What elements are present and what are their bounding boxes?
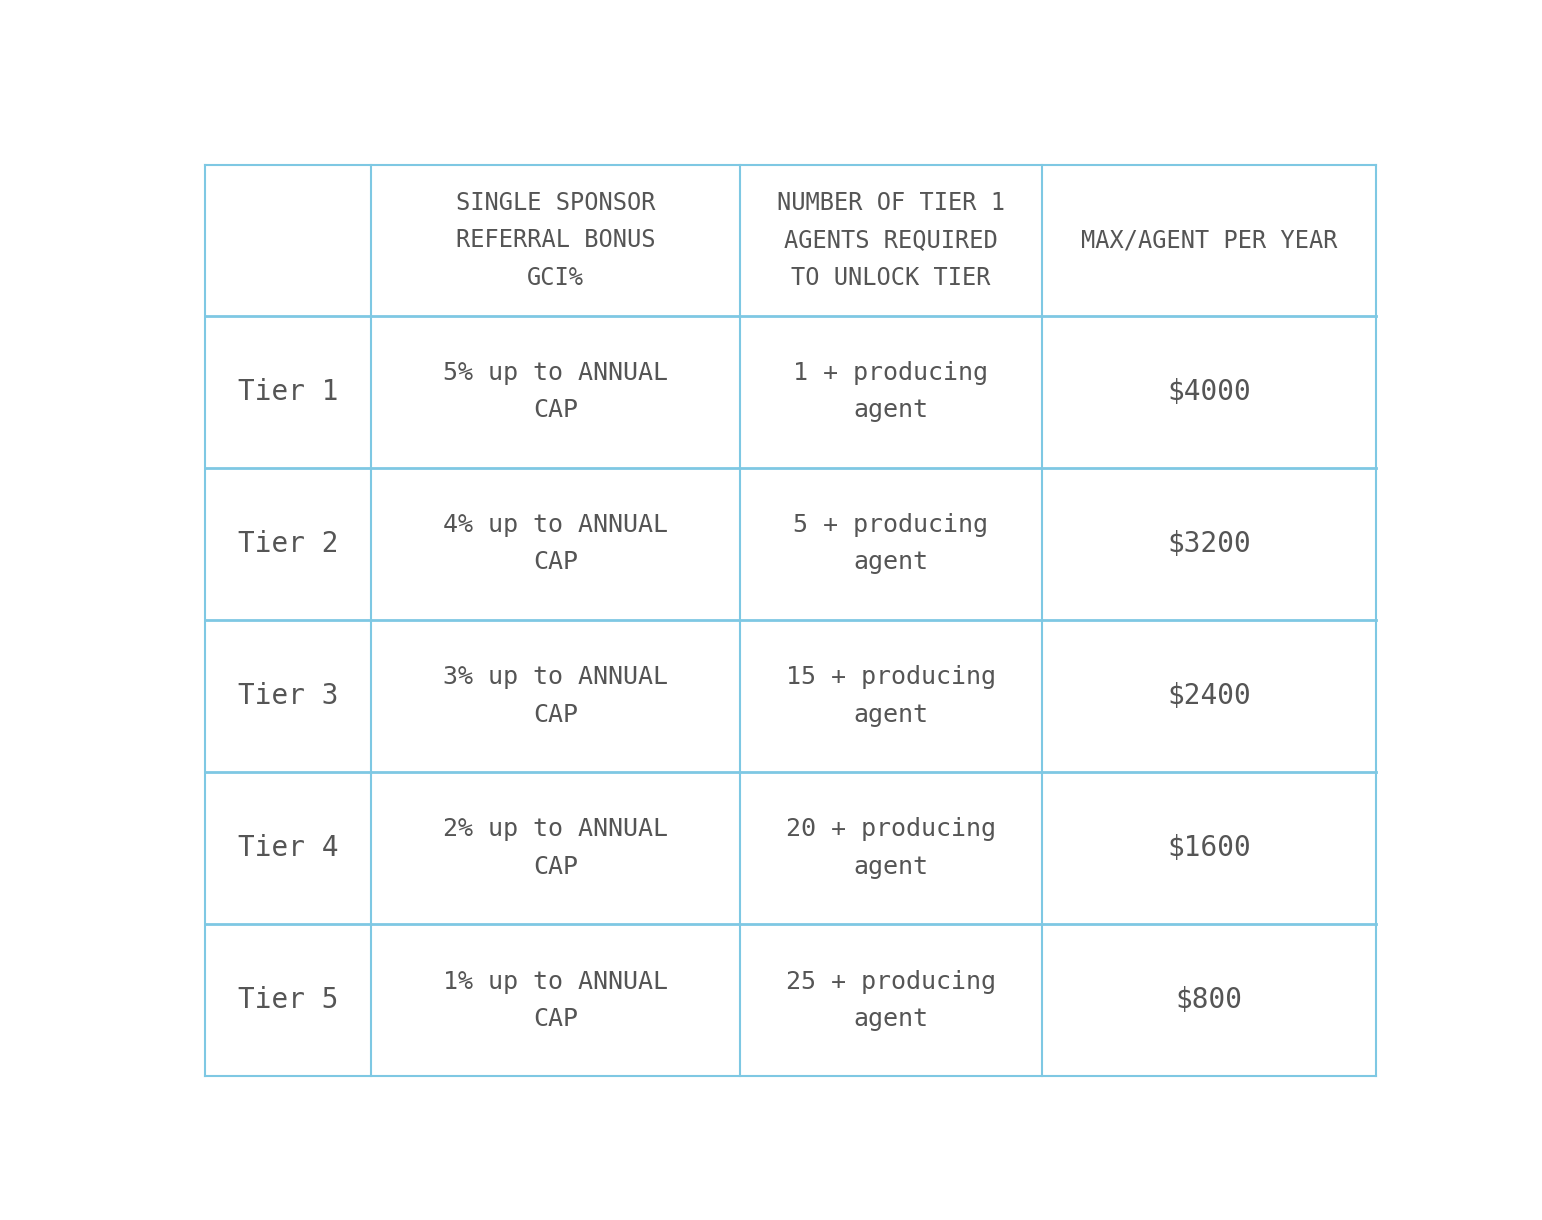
Text: Tier 2: Tier 2 bbox=[237, 529, 338, 558]
Text: 3% up to ANNUAL
CAP: 3% up to ANNUAL CAP bbox=[443, 665, 668, 727]
Text: 1 + producing
agent: 1 + producing agent bbox=[794, 361, 988, 422]
Text: 5% up to ANNUAL
CAP: 5% up to ANNUAL CAP bbox=[443, 361, 668, 422]
Text: $800: $800 bbox=[1175, 986, 1243, 1014]
Text: Tier 4: Tier 4 bbox=[237, 834, 338, 863]
Text: MAX/AGENT PER YEAR: MAX/AGENT PER YEAR bbox=[1081, 228, 1337, 253]
Text: $1600: $1600 bbox=[1167, 834, 1251, 863]
Text: $3200: $3200 bbox=[1167, 529, 1251, 558]
Text: 15 + producing
agent: 15 + producing agent bbox=[786, 665, 996, 727]
Text: 1% up to ANNUAL
CAP: 1% up to ANNUAL CAP bbox=[443, 970, 668, 1031]
Text: 20 + producing
agent: 20 + producing agent bbox=[786, 817, 996, 878]
Text: 2% up to ANNUAL
CAP: 2% up to ANNUAL CAP bbox=[443, 817, 668, 878]
Text: $4000: $4000 bbox=[1167, 378, 1251, 405]
Text: Tier 1: Tier 1 bbox=[237, 378, 338, 405]
Text: SINGLE SPONSOR
REFERRAL BONUS
GCI%: SINGLE SPONSOR REFERRAL BONUS GCI% bbox=[456, 192, 655, 289]
Text: 25 + producing
agent: 25 + producing agent bbox=[786, 970, 996, 1031]
Text: Tier 3: Tier 3 bbox=[237, 682, 338, 710]
Text: $2400: $2400 bbox=[1167, 682, 1251, 710]
Text: Tier 5: Tier 5 bbox=[237, 986, 338, 1014]
Text: 4% up to ANNUAL
CAP: 4% up to ANNUAL CAP bbox=[443, 514, 668, 575]
Text: NUMBER OF TIER 1
AGENTS REQUIRED
TO UNLOCK TIER: NUMBER OF TIER 1 AGENTS REQUIRED TO UNLO… bbox=[777, 192, 1005, 289]
Text: 5 + producing
agent: 5 + producing agent bbox=[794, 514, 988, 575]
